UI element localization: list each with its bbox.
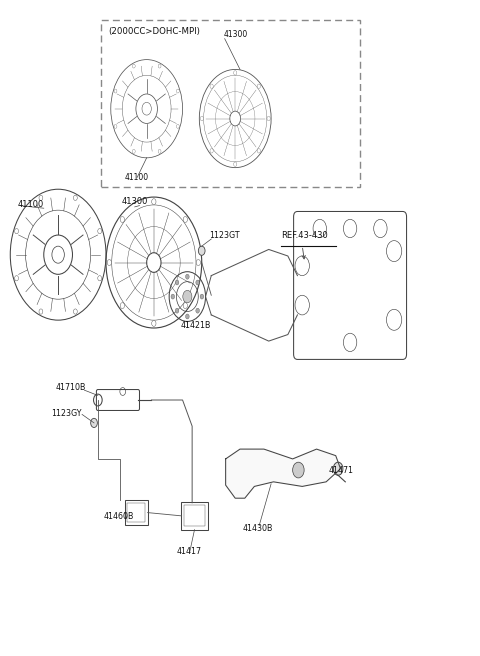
Circle shape (333, 462, 343, 476)
Circle shape (234, 162, 237, 167)
Circle shape (200, 116, 204, 121)
Text: 1123GT: 1123GT (209, 231, 240, 239)
Text: 41460B: 41460B (104, 512, 134, 521)
Text: REF.43-430: REF.43-430 (281, 231, 327, 239)
Circle shape (73, 309, 77, 314)
Circle shape (73, 195, 77, 201)
Circle shape (147, 253, 161, 272)
Circle shape (210, 84, 213, 89)
Circle shape (98, 276, 102, 281)
Circle shape (107, 260, 111, 266)
Circle shape (39, 195, 43, 201)
Text: 41430B: 41430B (242, 524, 273, 533)
Text: 41417: 41417 (177, 547, 202, 556)
Circle shape (196, 308, 200, 313)
Circle shape (186, 274, 189, 279)
Circle shape (15, 276, 18, 281)
Circle shape (200, 294, 204, 299)
Circle shape (183, 291, 192, 303)
Text: 41471: 41471 (328, 466, 354, 476)
Text: 1123GY: 1123GY (51, 409, 82, 419)
Circle shape (183, 216, 188, 222)
Circle shape (257, 149, 261, 153)
Circle shape (152, 199, 156, 205)
Circle shape (293, 462, 304, 478)
Bar (127, 503, 145, 522)
Circle shape (171, 294, 175, 299)
Circle shape (257, 84, 261, 89)
Circle shape (132, 64, 135, 68)
Circle shape (120, 302, 124, 308)
Circle shape (114, 89, 117, 93)
Bar (184, 505, 205, 526)
Circle shape (196, 280, 200, 285)
Circle shape (175, 280, 179, 285)
Circle shape (183, 302, 188, 308)
Circle shape (152, 321, 156, 327)
Circle shape (39, 309, 43, 314)
Text: 41710B: 41710B (56, 383, 86, 392)
Circle shape (196, 260, 201, 266)
Circle shape (120, 216, 124, 222)
Circle shape (15, 228, 18, 234)
Circle shape (210, 149, 213, 153)
Circle shape (234, 71, 237, 75)
Circle shape (158, 64, 161, 68)
Circle shape (177, 125, 180, 129)
Circle shape (98, 228, 102, 234)
Circle shape (186, 314, 189, 319)
Bar (125, 500, 148, 525)
Circle shape (175, 308, 179, 313)
Circle shape (158, 150, 161, 154)
Text: 41300: 41300 (121, 197, 148, 205)
Text: 41100: 41100 (17, 200, 44, 209)
Circle shape (198, 246, 205, 255)
Circle shape (177, 89, 180, 93)
Circle shape (91, 419, 97, 428)
Circle shape (132, 150, 135, 154)
Text: 41300: 41300 (223, 30, 248, 39)
Text: 41100: 41100 (125, 173, 149, 182)
Circle shape (267, 116, 270, 121)
Polygon shape (226, 449, 340, 498)
Circle shape (230, 111, 240, 126)
Circle shape (114, 125, 117, 129)
Text: 41421B: 41421B (180, 321, 210, 330)
Text: (2000CC>DOHC-MPI): (2000CC>DOHC-MPI) (108, 27, 200, 36)
Bar (181, 502, 208, 529)
